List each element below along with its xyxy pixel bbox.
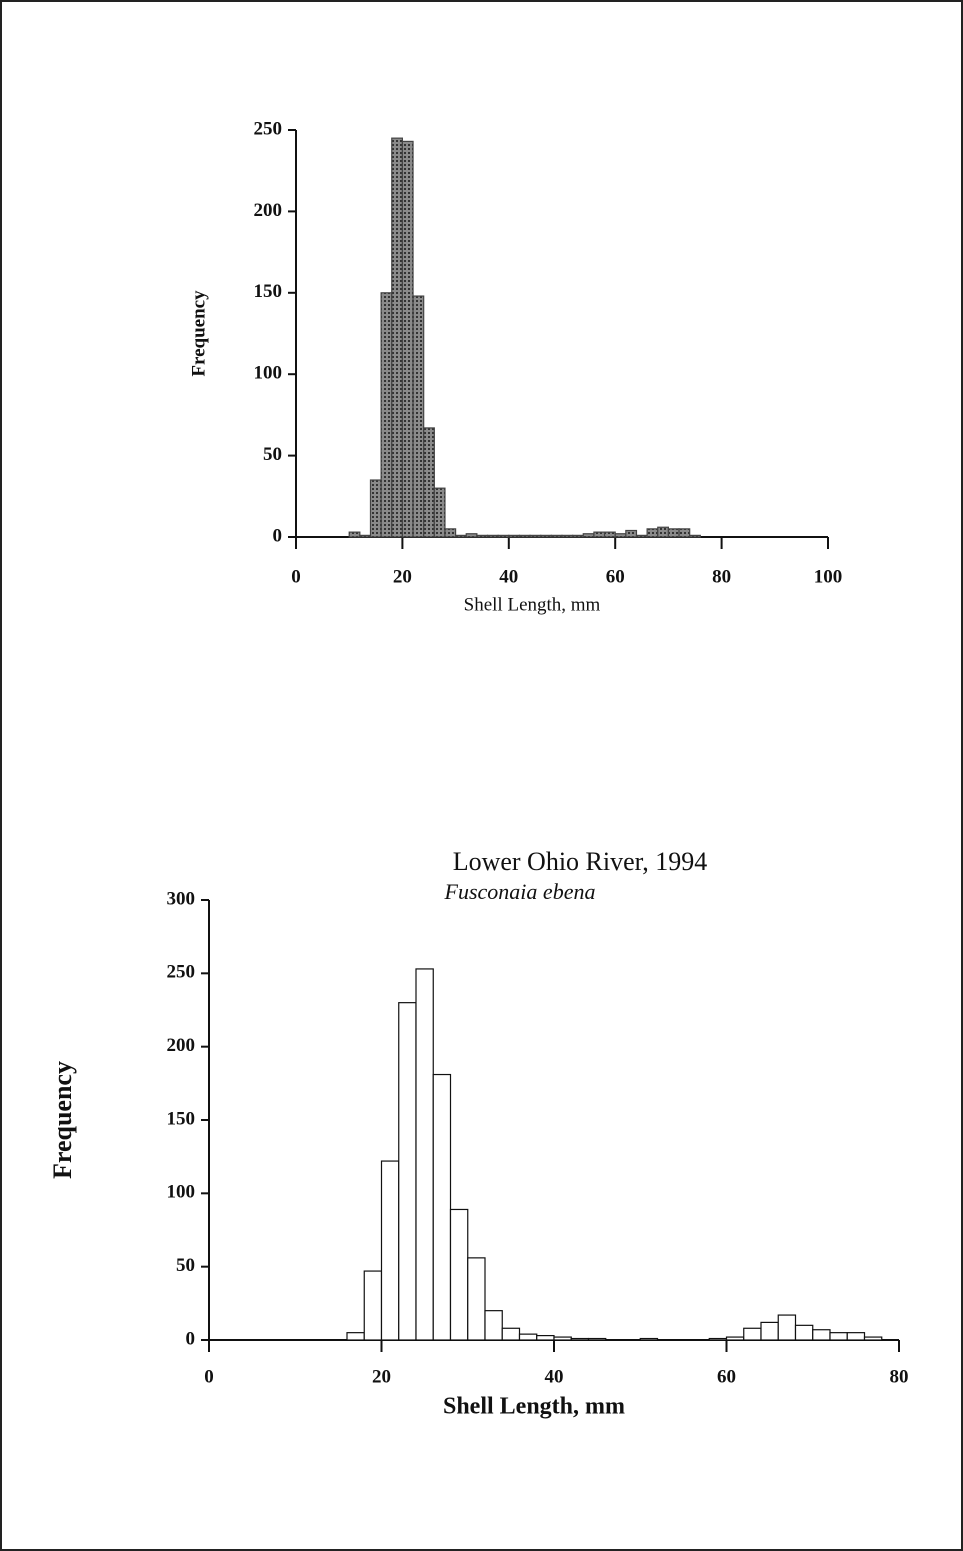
y-tick-label: 0 xyxy=(186,1328,196,1349)
bar xyxy=(444,528,457,538)
y-tick-label: 50 xyxy=(263,444,282,465)
bar xyxy=(432,1073,452,1341)
bar xyxy=(346,1332,365,1341)
bar xyxy=(708,1337,728,1341)
chart-subtitle: Fusconaia ebena xyxy=(444,879,596,904)
bar xyxy=(363,1270,383,1341)
x-tick-label: 60 xyxy=(606,566,625,587)
y-tick-label: 200 xyxy=(167,1035,196,1056)
bar xyxy=(501,1327,521,1341)
bar xyxy=(401,140,414,538)
x-tick-label: 0 xyxy=(291,566,301,587)
bar xyxy=(540,534,552,538)
bar xyxy=(553,1336,572,1341)
bar xyxy=(449,1208,469,1341)
bar xyxy=(614,533,627,538)
y-tick-label: 150 xyxy=(167,1108,196,1129)
y-axis-title: Frequency xyxy=(48,1061,77,1179)
bar xyxy=(497,534,510,538)
y-tick-label: 250 xyxy=(254,118,283,139)
y-tick-label: 0 xyxy=(273,525,283,546)
bar xyxy=(657,526,670,538)
bar xyxy=(484,1310,503,1341)
bar xyxy=(561,534,574,538)
x-tick-label: 100 xyxy=(814,566,843,587)
bar xyxy=(812,1329,831,1341)
bar xyxy=(433,487,446,538)
bar xyxy=(348,531,361,538)
x-axis-title: Shell Length, mm xyxy=(443,1394,625,1420)
x-tick-label: 20 xyxy=(372,1366,391,1387)
bar xyxy=(725,1336,745,1341)
bar xyxy=(625,529,638,538)
bar xyxy=(760,1321,779,1341)
bar xyxy=(518,1333,538,1341)
bar xyxy=(667,528,680,538)
bar xyxy=(846,1332,866,1341)
x-tick-label: 40 xyxy=(499,566,518,587)
y-tick-label: 50 xyxy=(176,1255,195,1276)
bar xyxy=(359,534,372,538)
y-tick-label: 100 xyxy=(254,363,283,384)
bar xyxy=(603,531,616,538)
bar xyxy=(415,968,434,1341)
y-tick-label: 150 xyxy=(254,281,283,302)
bar xyxy=(518,534,531,538)
bar xyxy=(777,1314,797,1341)
x-axis-title: Shell Length, mm xyxy=(464,594,601,615)
bar xyxy=(863,1336,883,1341)
bar xyxy=(794,1324,814,1341)
bar xyxy=(829,1332,848,1341)
bar xyxy=(550,534,563,538)
bar xyxy=(465,533,478,538)
bar xyxy=(593,531,606,538)
x-tick-label: 80 xyxy=(712,566,731,587)
y-tick-label: 300 xyxy=(167,888,196,909)
bar xyxy=(635,534,648,538)
x-tick-label: 40 xyxy=(545,1366,564,1387)
y-tick-label: 200 xyxy=(254,200,283,221)
bar xyxy=(587,1337,607,1341)
x-tick-label: 80 xyxy=(890,1366,909,1387)
y-tick-label: 250 xyxy=(167,962,196,983)
bar xyxy=(398,1002,417,1341)
bar xyxy=(467,1257,486,1341)
bar xyxy=(572,534,584,538)
bar xyxy=(391,137,404,538)
bar xyxy=(678,528,691,538)
bar xyxy=(423,427,435,538)
bar xyxy=(743,1327,762,1341)
bar xyxy=(476,534,489,538)
x-tick-label: 20 xyxy=(393,566,412,587)
bar xyxy=(508,534,521,538)
bar xyxy=(582,533,595,538)
chart-title: Lower Ohio River, 1994 xyxy=(453,847,708,876)
bar xyxy=(689,534,701,538)
bar xyxy=(486,534,499,538)
bar xyxy=(369,479,382,538)
y-axis-title: Frequency xyxy=(188,290,209,377)
bar xyxy=(380,292,393,538)
bar xyxy=(380,1160,400,1341)
x-tick-label: 0 xyxy=(204,1366,214,1387)
bar xyxy=(455,534,467,538)
bar xyxy=(570,1337,590,1341)
y-tick-label: 100 xyxy=(167,1182,196,1203)
x-tick-label: 60 xyxy=(717,1366,736,1387)
bar xyxy=(412,295,425,538)
bar xyxy=(536,1334,555,1341)
bar xyxy=(639,1337,659,1341)
bar xyxy=(529,534,542,538)
bar xyxy=(646,528,659,538)
